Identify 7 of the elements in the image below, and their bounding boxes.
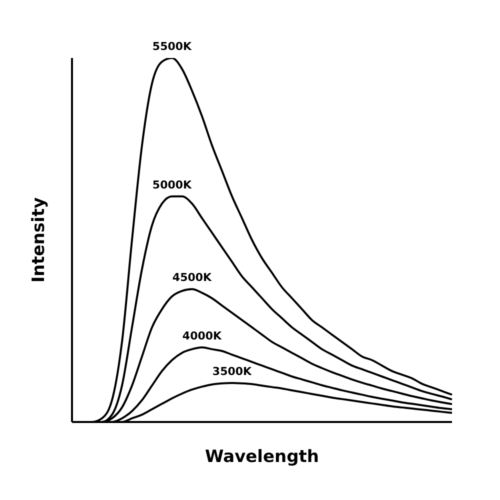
series-label: 5000K [152, 178, 192, 192]
series-label: 4500K [172, 271, 212, 284]
series-label: 3500K [212, 365, 252, 378]
series-label: 4000K [182, 329, 222, 342]
y-axis-title: Intensity [29, 197, 50, 283]
series-label: 5500K [152, 40, 192, 53]
x-axis-title: Wavelength [204, 447, 320, 467]
